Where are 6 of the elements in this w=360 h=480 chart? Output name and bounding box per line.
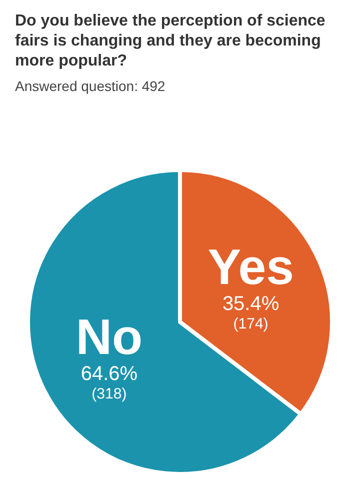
- slice-label: No: [76, 309, 143, 366]
- data-label: 64.6% (318): [80, 363, 138, 403]
- data-label: 35.4% (174): [222, 292, 280, 332]
- chart-subtitle: Answered question: 492: [15, 78, 166, 94]
- chart-title: Do you believe the perception of science fairs is changing and they are becoming more popular?: [15, 12, 330, 70]
- slice-label: Yes: [208, 238, 294, 295]
